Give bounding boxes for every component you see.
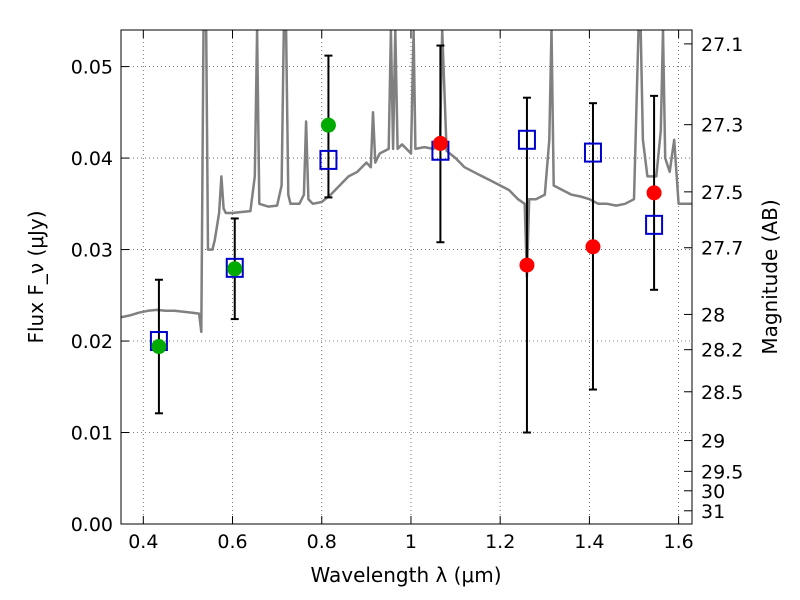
y-tick-label: 0.00	[71, 514, 113, 536]
ticks: 0.4 0.6 0.8 1 1.2 1.4 1.6 0.00 0.01 0.02 0.03 0.04 0…	[71, 30, 743, 553]
circle-marker	[432, 135, 448, 151]
x-tick-label: 1.6	[664, 531, 694, 553]
marker-layer	[149, 117, 664, 355]
x-tick-label: 1.4	[574, 531, 604, 553]
mag-tick-label: 28	[701, 304, 725, 326]
mag-tick-label: 31	[701, 501, 725, 523]
mag-tick-label: 29	[701, 431, 725, 453]
right-axis-title-text: Magnitude (AB)	[758, 199, 782, 354]
square-marker	[583, 142, 602, 163]
square-marker	[645, 214, 664, 235]
y-axis-title: Flux F_ν (μJy)	[24, 210, 48, 343]
mag-tick-label: 28.5	[701, 382, 743, 404]
mag-tick-label: 30	[701, 481, 725, 503]
mag-tick-label: 27.5	[701, 182, 743, 204]
square-marker	[517, 129, 536, 150]
y-tick-label: 0.05	[71, 57, 113, 79]
y-axis-title-text: Flux F_ν (μJy)	[24, 210, 48, 343]
mag-tick-label: 28.2	[701, 340, 743, 362]
x-axis-title-text: Wavelength λ (μm)	[310, 563, 501, 587]
y-tick-label: 0.01	[71, 423, 113, 445]
model-spectrum-layer	[121, 30, 692, 334]
x-tick-label: 0.8	[307, 531, 337, 553]
mag-tick-label: 27.7	[701, 238, 743, 260]
y-tick-label: 0.02	[71, 331, 113, 353]
right-axis-title: Magnitude (AB)	[758, 199, 782, 354]
circle-marker	[151, 339, 167, 355]
x-tick-label: 0.4	[128, 531, 158, 553]
x-tick-label: 1	[405, 531, 417, 553]
circle-marker	[519, 257, 535, 273]
mag-tick-label: 29.5	[701, 461, 743, 483]
x-axis-title: Wavelength λ (μm)	[310, 563, 501, 587]
plot-frame	[120, 29, 693, 525]
circle-marker	[320, 117, 336, 133]
circle-marker	[227, 261, 243, 277]
model-spectrum-line	[121, 30, 692, 334]
y-tick-label: 0.03	[71, 240, 113, 262]
mag-tick-label: 27.1	[701, 34, 743, 56]
circle-marker	[646, 185, 662, 201]
x-tick-label: 0.6	[217, 531, 247, 553]
x-tick-label: 1.2	[485, 531, 515, 553]
square-marker	[319, 149, 338, 170]
y-tick-label: 0.04	[71, 148, 113, 170]
mag-tick-label: 27.3	[701, 115, 743, 137]
circle-marker	[585, 239, 601, 255]
errorbar-layer	[154, 44, 659, 434]
square-marker	[225, 257, 244, 278]
